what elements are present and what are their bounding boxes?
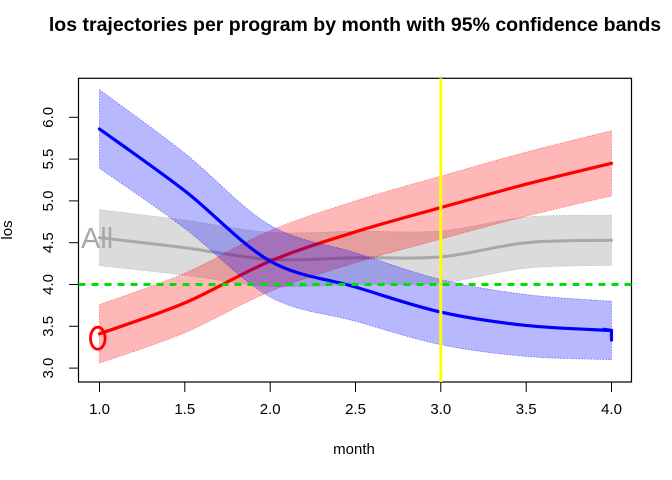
svg-text:4.5: 4.5 — [40, 232, 57, 253]
svg-text:3.0: 3.0 — [430, 401, 451, 418]
svg-text:2.5: 2.5 — [345, 401, 366, 418]
svg-text:1.5: 1.5 — [174, 401, 195, 418]
svg-text:3.5: 3.5 — [516, 401, 537, 418]
svg-text:3.5: 3.5 — [40, 316, 57, 337]
svg-text:6.0: 6.0 — [40, 107, 57, 128]
svg-text:month: month — [333, 441, 375, 458]
svg-text:1.0: 1.0 — [89, 401, 110, 418]
svg-text:5.0: 5.0 — [40, 190, 57, 211]
svg-text:4.0: 4.0 — [601, 401, 622, 418]
svg-text:3.0: 3.0 — [40, 358, 57, 379]
svg-text:los trajectories per program b: los trajectories per program by month wi… — [49, 14, 661, 36]
svg-text:4.0: 4.0 — [40, 274, 57, 295]
svg-text:5.5: 5.5 — [40, 149, 57, 170]
svg-text:2.0: 2.0 — [260, 401, 281, 418]
svg-text:All: All — [81, 223, 113, 255]
svg-text:los: los — [0, 220, 16, 239]
